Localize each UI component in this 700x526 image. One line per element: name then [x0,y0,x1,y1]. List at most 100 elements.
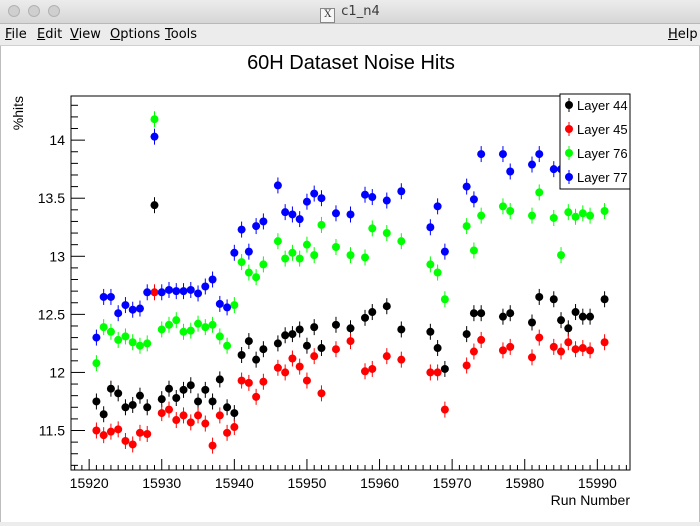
data-point [361,190,370,199]
data-point [462,361,471,370]
data-point [346,324,355,333]
window-title-text: c1_n4 [341,4,380,19]
data-point [535,188,544,197]
data-point [295,215,304,224]
y-tick-label: 12.5 [38,306,65,322]
data-point [506,167,515,176]
data-point [230,423,239,432]
data-point [346,210,355,219]
zoom-window-button[interactable] [48,5,60,17]
data-point [215,375,224,384]
x-tick-label: 15940 [215,475,254,491]
menu-options[interactable]: Options [110,27,161,42]
data-point [382,352,391,361]
data-point [426,260,435,269]
y-axis-label: %hits [10,96,26,130]
data-point [578,209,587,218]
data-point [281,368,290,377]
y-tick-label: 12 [49,364,65,380]
data-point [600,295,609,304]
data-point [557,316,566,325]
legend-entry: Layer 77 [577,170,628,185]
data-point [564,208,573,217]
data-point [469,246,478,255]
series-layer-76 [92,111,609,372]
menu-file[interactable]: File [5,27,27,42]
data-point [433,202,442,211]
data-point [92,359,101,368]
data-point [237,225,246,234]
y-tick-label: 13.5 [38,190,65,206]
data-point [281,208,290,217]
data-point [433,368,442,377]
data-point [223,403,232,412]
data-point [194,289,203,298]
data-point [157,395,166,404]
data-point [259,217,268,226]
data-point [397,355,406,364]
data-point [230,301,239,310]
data-point [215,332,224,341]
data-point [143,403,152,412]
data-point [223,303,232,312]
menu-help[interactable]: Help [668,27,698,42]
data-point [295,362,304,371]
data-point [368,308,377,317]
data-point [440,247,449,256]
data-point [143,288,152,297]
minimize-window-button[interactable] [28,5,40,17]
menu-view[interactable]: View [70,27,101,42]
data-point [564,324,573,333]
data-point [143,429,152,438]
data-point [586,312,595,321]
data-point [128,440,137,449]
plot-canvas[interactable]: 60H Dataset Noise Hits 15920 15930 15940 15… [0,46,700,522]
data-point [114,335,123,344]
data-point [244,378,253,387]
data-point [549,295,558,304]
data-point [165,384,174,393]
data-point [535,333,544,342]
data-point [469,347,478,356]
menu-tools[interactable]: Tools [165,27,198,42]
data-point [288,330,297,339]
data-point [288,354,297,363]
data-point [302,341,311,350]
data-point [244,247,253,256]
data-point [208,275,217,284]
data-point [172,316,181,325]
data-point [535,150,544,159]
data-point [557,347,566,356]
data-point [121,332,130,341]
data-point [440,405,449,414]
x11-app-icon: X [320,8,336,23]
x-tick-label: 15930 [142,475,181,491]
data-point [99,323,108,332]
data-point [426,368,435,377]
data-point [578,312,587,321]
data-point [143,339,152,348]
data-point [223,428,232,437]
data-point [498,312,507,321]
data-point [317,344,326,353]
data-point [586,211,595,220]
data-point [477,309,486,318]
data-point [128,400,137,409]
data-point [106,292,115,301]
data-point [244,337,253,346]
y-tick-label: 11.5 [39,423,65,439]
legend: Layer 44 Layer 45 Layer 76 Layer 77 [559,93,631,190]
data-point [150,115,159,124]
close-window-button[interactable] [8,5,20,17]
data-point [346,337,355,346]
series-layer-44 [92,197,609,423]
legend-entry: Layer 76 [577,146,628,161]
data-point [288,248,297,257]
menu-edit[interactable]: Edit [37,27,63,42]
data-point [361,253,370,262]
data-point [564,338,573,347]
data-point [317,389,326,398]
legend-box [559,93,631,190]
data-point [368,224,377,233]
